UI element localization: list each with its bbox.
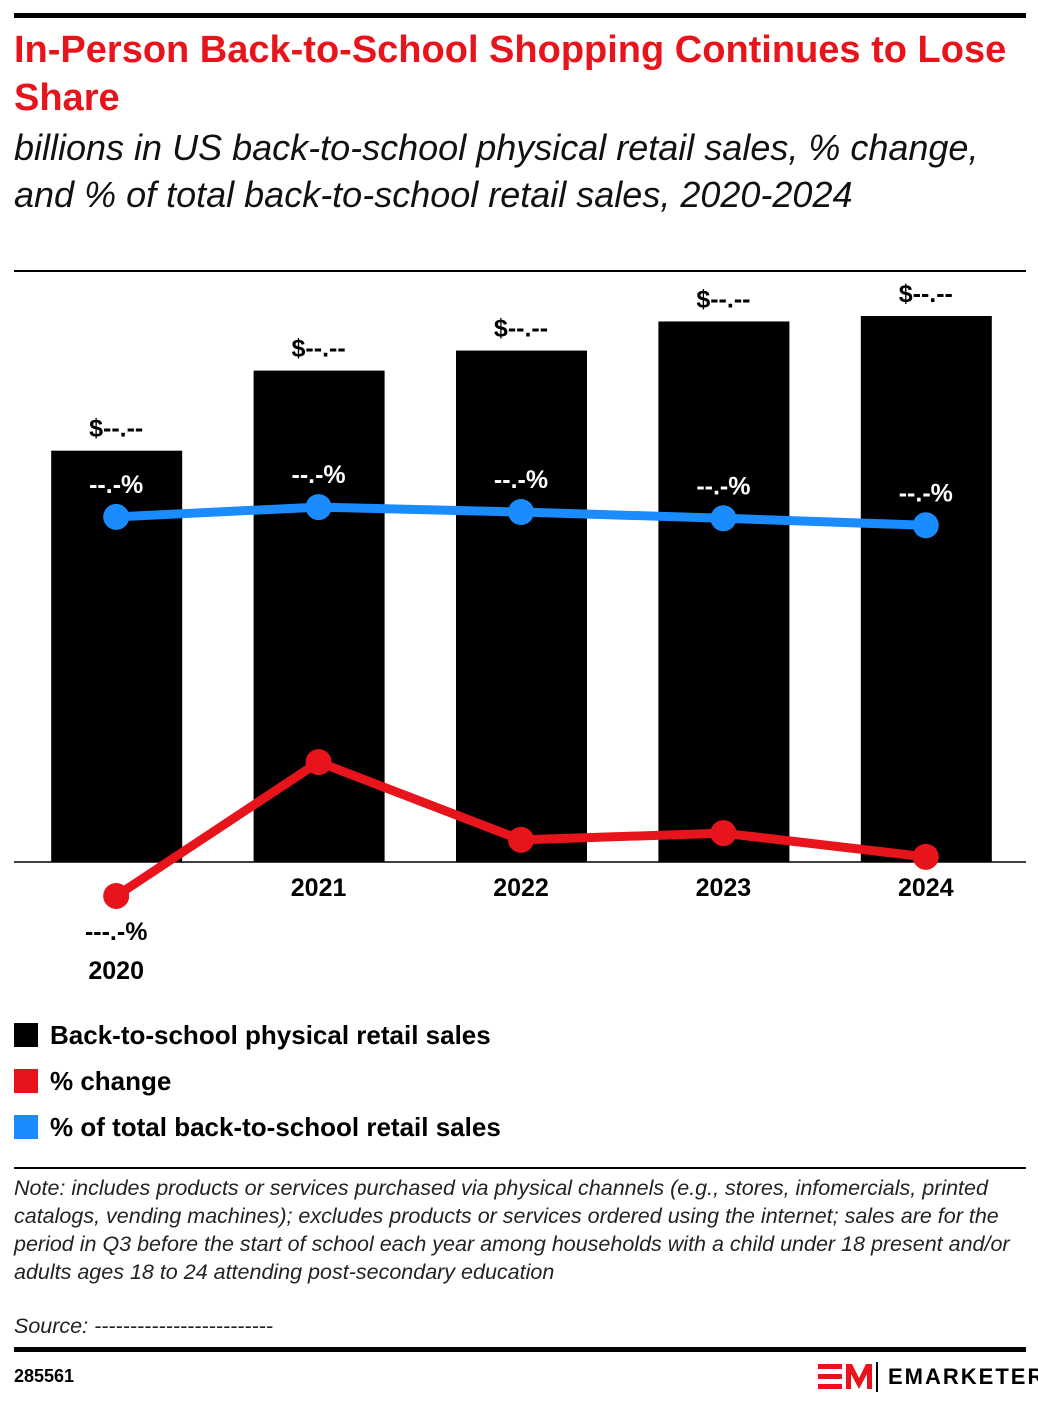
line-point: [912, 843, 939, 870]
data-label: --.-%: [899, 479, 953, 507]
line-point: [508, 826, 534, 853]
header-rule: [14, 270, 1026, 272]
data-label: $--.--: [899, 280, 953, 308]
line-point: [305, 749, 332, 776]
bar: [658, 321, 790, 863]
legend-label: Back-to-school physical retail sales: [50, 1020, 491, 1050]
bar: [456, 350, 587, 862]
data-label: $--.--: [494, 315, 548, 343]
data-label: --.-%: [696, 472, 750, 500]
data-label: -.-%: [903, 811, 949, 839]
data-label: $--.--: [292, 335, 346, 363]
legend-label: % of total back-to-school retail sales: [50, 1112, 501, 1142]
footer-rule: [14, 1347, 1026, 1352]
data-label: --.-%: [89, 471, 143, 499]
legend-swatch: [14, 1069, 38, 1093]
line-point: [912, 512, 939, 539]
chart-subtitle: billions in US back-to-school physical r…: [14, 127, 979, 215]
data-label: -.-%: [700, 787, 746, 815]
x-tick-label: 2022: [493, 874, 549, 902]
data-label: $--.--: [696, 285, 750, 313]
data-label: $--.--: [89, 415, 143, 443]
line-point: [710, 820, 737, 847]
brand-logo: [818, 1362, 878, 1392]
x-tick-label: 2023: [696, 874, 752, 902]
x-tick-label: 2020: [88, 957, 144, 985]
line-point: [103, 503, 130, 530]
chart: $--.-- $--.-- $--.-- $--.-- $--.-- ---.-% --.-…: [14, 280, 1026, 1142]
data-label: ---.-%: [85, 918, 147, 946]
note: Note: includes products or services purc…: [14, 1176, 1010, 1284]
bar: [860, 316, 992, 862]
chart-id: 285561: [14, 1366, 75, 1386]
line-point: [710, 505, 737, 532]
line-point: [103, 882, 130, 909]
chart-title: In-Person Back-to-School Shopping Contin…: [14, 29, 1007, 119]
data-label: -.-%: [498, 794, 544, 822]
data-label: --.-%: [494, 466, 548, 494]
legend-swatch: [14, 1023, 38, 1047]
legend-swatch: [14, 1115, 38, 1139]
top-rule: [14, 13, 1026, 18]
note-rule: [14, 1167, 1026, 1169]
x-tick-label: 2024: [898, 874, 954, 902]
data-label: --.-%: [292, 716, 346, 744]
line-point: [508, 499, 534, 525]
data-label: --.-%: [292, 461, 346, 489]
source: Source: -------------------------: [14, 1314, 274, 1338]
x-tick-label: 2021: [291, 874, 347, 902]
line-point: [305, 494, 332, 521]
brand: EMARKETER: [888, 1364, 1038, 1389]
legend-label: % change: [50, 1066, 171, 1096]
